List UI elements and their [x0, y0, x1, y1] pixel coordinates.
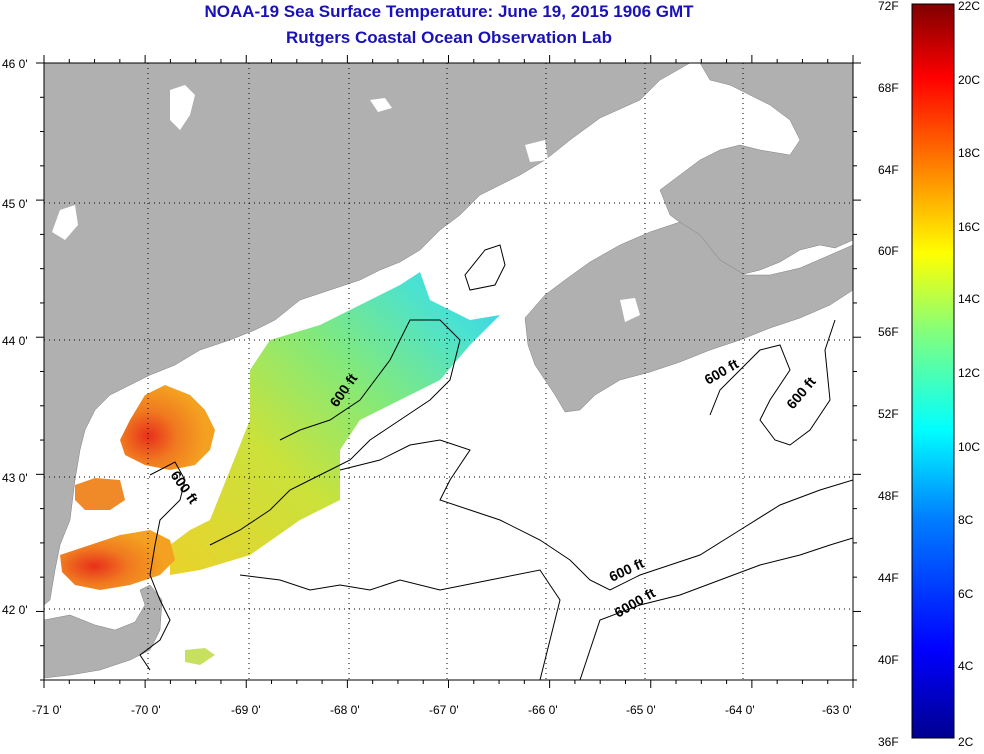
colorbar-f-label: 68F [878, 81, 899, 95]
sst-band-mid [170, 272, 500, 575]
lon-tick-label: -63 0' [822, 703, 852, 717]
colorbar-c-label: 10C [958, 440, 980, 454]
colorbar-c-label: 18C [958, 146, 980, 160]
colorbar-f-label: 44F [878, 571, 899, 585]
colorbar-c-label: 12C [958, 366, 980, 380]
colorbar-f-label: 36F [878, 735, 899, 749]
bathymetry-contours [139, 244, 853, 680]
colorbar-f-label: 56F [878, 325, 899, 339]
colorbar-f-labels: 72F 68F 64F 60F 56F 52F 48F 44F 40F 36F [878, 0, 899, 749]
lon-tick-label: -70 0' [131, 703, 161, 717]
lat-tick-label: 42 0' [2, 603, 28, 617]
lon-tick-label: -67 0' [429, 703, 459, 717]
axis-ticks [36, 55, 861, 688]
cloud-gaps [52, 85, 640, 322]
colorbar-f-label: 64F [878, 163, 899, 177]
map-title: NOAA-19 Sea Surface Temperature: June 19… [204, 2, 694, 21]
lat-tick-label: 43 0' [2, 471, 28, 485]
sst-warm-south [60, 530, 175, 590]
colorbar-c-label: 22C [958, 0, 980, 13]
map-subtitle: Rutgers Coastal Ocean Observation Lab [286, 28, 612, 47]
colorbar-c-label: 8C [958, 513, 974, 527]
lon-labels: -71 0' -70 0' -69 0' -68 0' -67 0' -66 0… [32, 703, 852, 717]
land-new-brunswick [659, 63, 853, 276]
lon-tick-label: -69 0' [231, 703, 261, 717]
colorbar-f-label: 52F [878, 407, 899, 421]
sst-warm-north [120, 385, 215, 470]
land [44, 63, 853, 679]
colorbar-c-label: 16C [958, 220, 980, 234]
lon-tick-label: -64 0' [725, 703, 755, 717]
colorbar [911, 3, 955, 739]
colorbar-f-label: 48F [878, 489, 899, 503]
colorbar-c-label: 14C [958, 292, 980, 306]
colorbar-c-labels: 22C 20C 18C 16C 14C 12C 10C 8C 6C 4C 2C [958, 0, 980, 749]
lon-tick-label: -68 0' [330, 703, 360, 717]
lon-tick-label: -71 0' [32, 703, 62, 717]
land-cape-cod [44, 584, 163, 679]
land-mainland-us [44, 63, 691, 606]
colorbar-c-label: 6C [958, 587, 974, 601]
lat-tick-label: 44 0' [2, 334, 28, 348]
lat-tick-label: 45 0' [2, 197, 28, 211]
colorbar-c-label: 20C [958, 73, 980, 87]
sst-data [60, 272, 500, 665]
colorbar-f-label: 72F [878, 0, 899, 13]
land-nova-scotia [524, 221, 853, 413]
sst-warm-mid [75, 478, 125, 510]
colorbar-c-label: 2C [958, 735, 974, 749]
sst-small-south [185, 648, 215, 665]
colorbar-f-label: 60F [878, 244, 899, 258]
lon-tick-label: -66 0' [528, 703, 558, 717]
colorbar-c-label: 4C [958, 659, 974, 673]
lat-tick-label: 46 0' [2, 57, 28, 71]
lat-labels: 46 0' 45 0' 44 0' 43 0' 42 0' [2, 57, 28, 617]
lon-tick-label: -65 0' [626, 703, 656, 717]
colorbar-f-label: 40F [878, 653, 899, 667]
